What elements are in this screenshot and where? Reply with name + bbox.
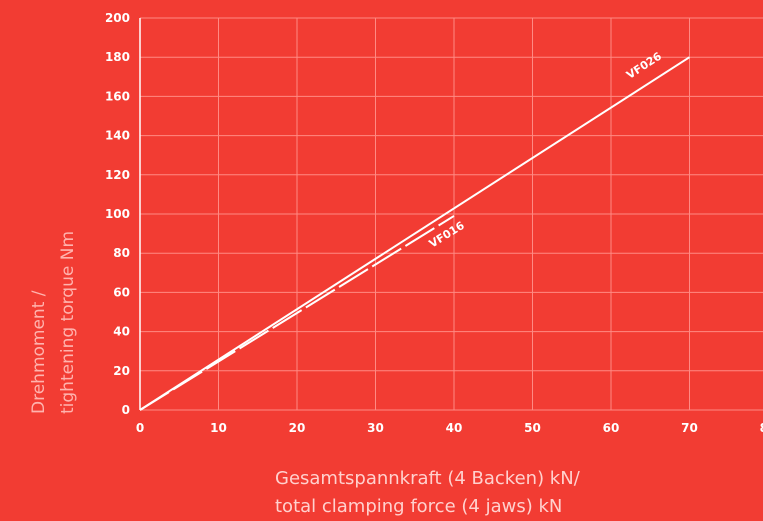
x-tick-label: 50: [524, 421, 541, 435]
y-tick-label: 200: [105, 11, 130, 25]
series-label-vf016: VF016: [427, 219, 467, 251]
x-tick-label: 30: [367, 421, 384, 435]
y-tick-labels: 0 20 40 60 80 100 120 140 160 180 200: [105, 11, 130, 417]
x-tick-label: 10: [210, 421, 227, 435]
x-tick-label: 80: [760, 421, 763, 435]
grid: [139, 17, 763, 411]
x-tick-label: 20: [289, 421, 306, 435]
y-tick-label: 180: [105, 50, 130, 64]
x-axis-label-line-1: Gesamtspannkraft (4 Backen) kN/: [275, 468, 581, 489]
y-tick-label: 80: [113, 246, 130, 260]
x-tick-labels: 0 10 20 30 40 50 60 70 80: [136, 421, 763, 435]
x-tick-label: 0: [136, 421, 144, 435]
y-tick-label: 40: [113, 325, 130, 339]
x-tick-label: 40: [446, 421, 463, 435]
y-axis-label-line-1: Drehmoment /: [29, 290, 49, 414]
series-line-vf026: [139, 56, 691, 411]
y-tick-label: 20: [113, 364, 130, 378]
y-tick-label: 0: [122, 403, 130, 417]
series-lines: [139, 56, 691, 411]
y-tick-label: 120: [105, 168, 130, 182]
y-tick-label: 60: [113, 285, 130, 299]
y-tick-label: 160: [105, 89, 130, 103]
x-tick-label: 60: [603, 421, 620, 435]
x-axis-label-line-2: total clamping force (4 jaws) kN: [275, 496, 562, 517]
y-tick-label: 100: [105, 207, 130, 221]
y-axis-label-line-2: tightening torque Nm: [58, 231, 78, 414]
y-tick-label: 140: [105, 129, 130, 143]
series-line-vf016: [139, 215, 455, 411]
x-tick-label: 70: [681, 421, 698, 435]
